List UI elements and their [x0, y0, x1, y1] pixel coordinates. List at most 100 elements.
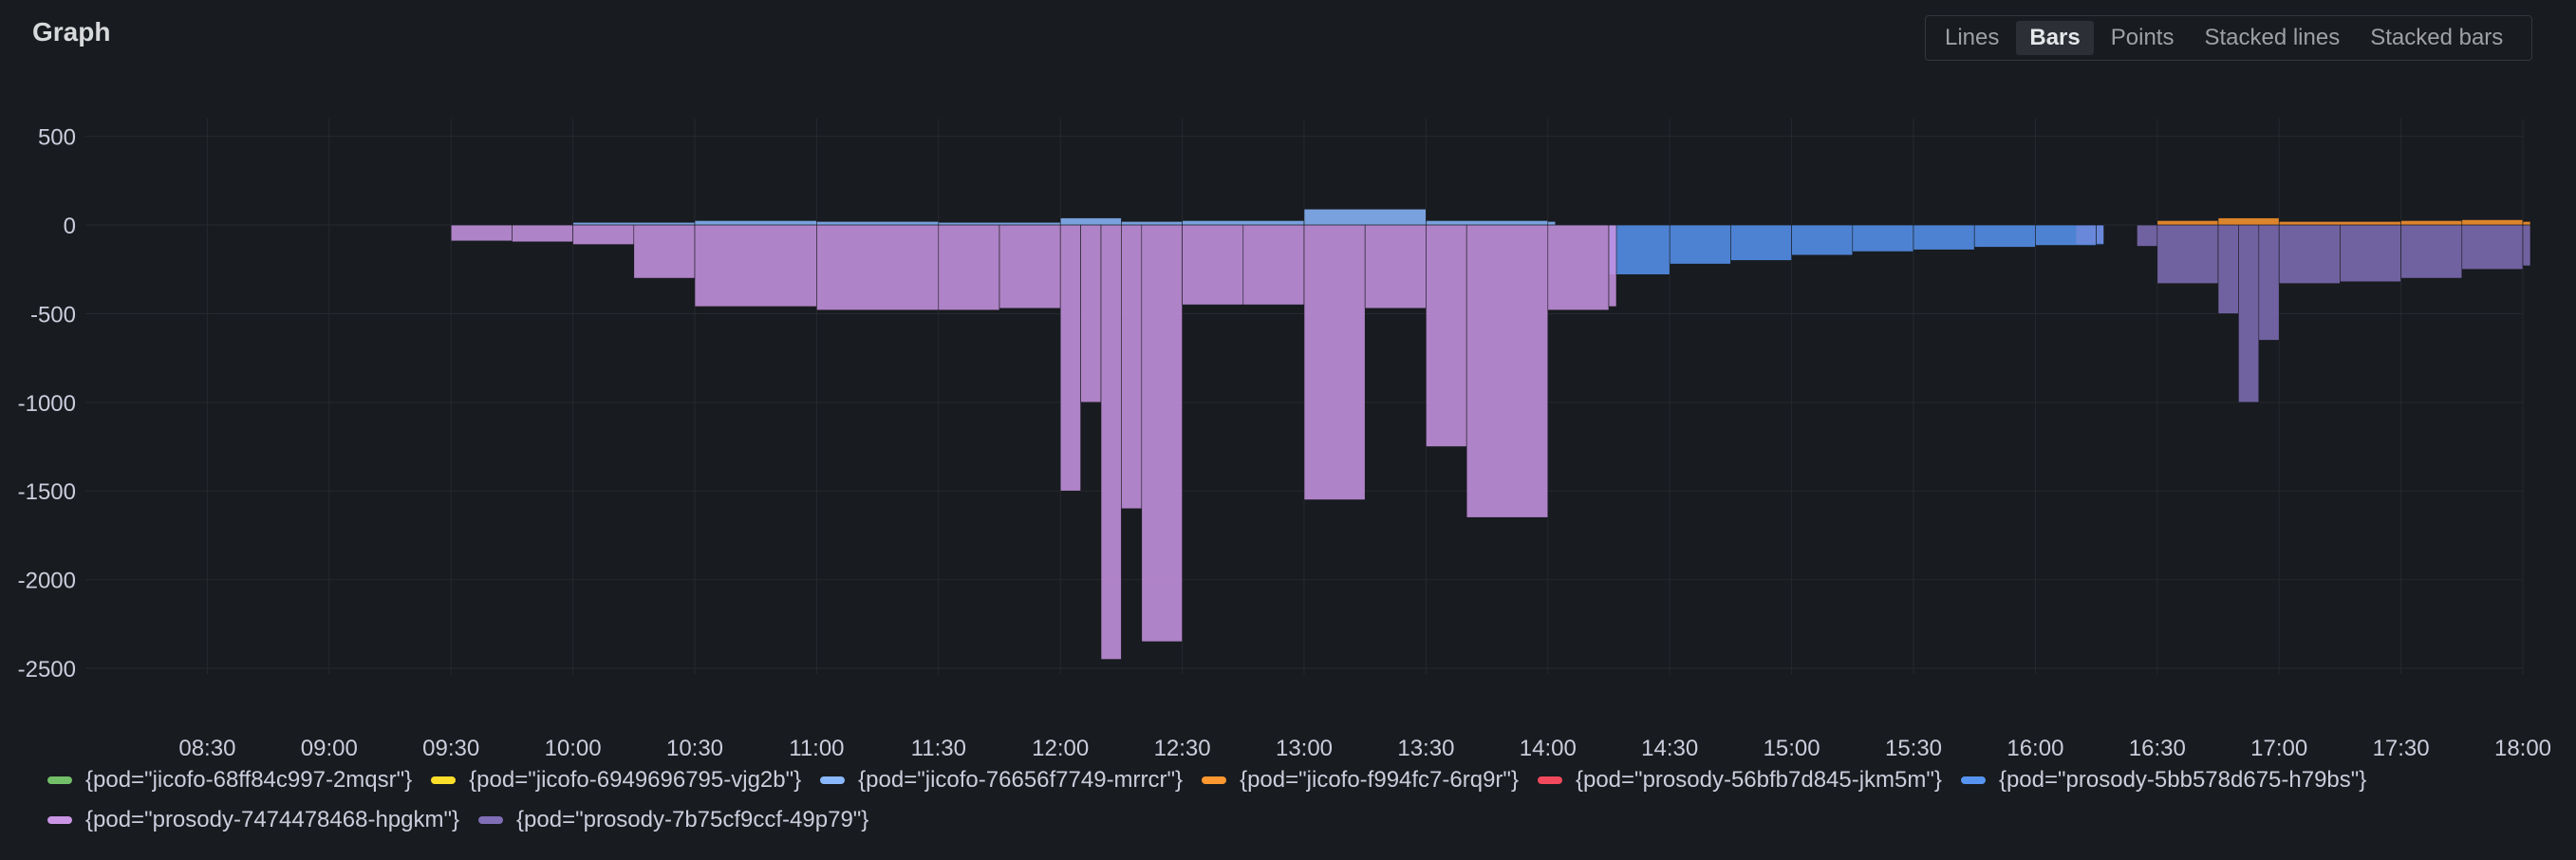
legend-label: {pod="jicofo-6949696795-vjg2b"}: [469, 767, 802, 793]
legend-item[interactable]: {pod="jicofo-76656f7749-mrrcr"}: [820, 767, 1183, 794]
bar: [2217, 217, 2280, 226]
bar: [2217, 224, 2239, 314]
bar: [2400, 224, 2463, 279]
x-tick-label: 14:00: [1520, 736, 1577, 759]
legend-swatch: [1537, 776, 1562, 784]
y-tick-label: 0: [64, 214, 76, 239]
legend-item[interactable]: {pod="prosody-56bfb7d845-jkm5m"}: [1537, 767, 1942, 794]
x-tick-label: 11:00: [789, 736, 844, 759]
x-tick-label: 13:30: [1397, 736, 1454, 759]
bar: [1059, 224, 1081, 492]
y-tick-label: -1000: [18, 391, 76, 417]
legend-label: {pod="jicofo-68ff84c997-2mqsr"}: [85, 767, 413, 793]
bar: [1669, 224, 1731, 265]
x-tick-label: 09:30: [422, 736, 479, 759]
bar: [2238, 224, 2260, 403]
panel-title: Graph: [32, 17, 111, 47]
legend-label: {pod="prosody-5bb578d675-h79bs"}: [1998, 767, 2367, 793]
legend-item[interactable]: {pod="jicofo-f994fc7-6rq9r"}: [1202, 767, 1519, 794]
bar: [816, 221, 940, 226]
bar: [1303, 224, 1366, 500]
legend-label: {pod="jicofo-76656f7749-mrrcr"}: [858, 767, 1184, 793]
x-tick-label: 16:30: [2129, 736, 2186, 759]
x-tick-label: 11:30: [911, 736, 966, 759]
bar: [633, 224, 696, 279]
y-tick-label: -1500: [18, 479, 76, 505]
x-tick-label: 17:00: [2250, 736, 2307, 759]
x-tick-label: 12:30: [1154, 736, 1211, 759]
bar: [1182, 224, 1244, 306]
legend-item[interactable]: {pod="prosody-5bb578d675-h79bs"}: [1960, 767, 2367, 794]
bar: [1242, 224, 1305, 306]
x-tick-label: 15:00: [1764, 736, 1820, 759]
bar: [2400, 220, 2463, 226]
toggle-stacked-lines[interactable]: Stacked lines: [2204, 25, 2341, 50]
legend-item[interactable]: {pod="prosody-7b75cf9ccf-49p79"}: [478, 807, 868, 833]
bar: [2278, 224, 2341, 284]
bar: [1303, 208, 1427, 226]
toggle-stacked-bars[interactable]: Stacked bars: [2370, 25, 2504, 50]
x-tick-label: 16:00: [2007, 736, 2063, 759]
bar: [1465, 224, 1549, 518]
bar: [999, 224, 1061, 309]
bar: [512, 224, 573, 243]
bar: [2258, 224, 2280, 341]
bar: [1791, 224, 1854, 256]
bar: [1059, 217, 1122, 226]
bar: [1426, 220, 1549, 226]
legend: {pod="jicofo-68ff84c997-2mqsr"} {pod="jic…: [47, 767, 2553, 833]
bar: [816, 224, 940, 311]
bar: [938, 224, 1000, 311]
x-tick-label: 13:00: [1276, 736, 1333, 759]
visualization-toggle-group: Lines Bars Points Stacked lines Stacked bars: [1925, 15, 2532, 61]
toggle-lines[interactable]: Lines: [1945, 25, 2000, 50]
toggle-points[interactable]: Points: [2110, 25, 2175, 50]
bar: [1426, 224, 1467, 447]
bar: [2278, 221, 2401, 226]
x-tick-label: 09:00: [301, 736, 358, 759]
bar: [1730, 224, 1792, 261]
legend-swatch: [478, 816, 504, 824]
legend-swatch: [47, 776, 72, 784]
x-tick-label: 12:00: [1032, 736, 1089, 759]
x-tick-label: 14:30: [1641, 736, 1698, 759]
bar: [2137, 224, 2158, 247]
legend-item[interactable]: {pod="jicofo-68ff84c997-2mqsr"}: [47, 767, 412, 794]
legend-swatch: [47, 816, 72, 824]
bar: [1547, 221, 1557, 226]
bar: [2461, 219, 2524, 226]
bar: [1608, 224, 1617, 308]
legend-swatch: [431, 776, 457, 784]
bar: [1852, 224, 1914, 252]
bar: [2096, 224, 2104, 245]
legend-item[interactable]: {pod="prosody-7474478468-hpgkm"}: [47, 807, 459, 833]
x-tick-label: 08:30: [178, 736, 235, 759]
bar: [2156, 220, 2219, 226]
x-tick-label: 10:30: [666, 736, 723, 759]
bar: [2156, 224, 2219, 284]
bar: [2035, 224, 2097, 246]
bar: [2522, 224, 2531, 267]
bar: [1547, 224, 1610, 311]
bar: [694, 224, 817, 308]
legend-swatch: [1960, 776, 1986, 784]
bar: [1182, 220, 1305, 226]
legend-item[interactable]: {pod="jicofo-6949696795-vjg2b"}: [431, 767, 801, 794]
legend-label: {pod="prosody-7474478468-hpgkm"}: [85, 807, 460, 832]
legend-label: {pod="jicofo-f994fc7-6rq9r"}: [1240, 767, 1519, 793]
bar: [1364, 224, 1427, 309]
x-tick-label: 15:30: [1885, 736, 1942, 759]
bar: [938, 221, 1061, 226]
legend-label: {pod="prosody-7b75cf9ccf-49p79"}: [516, 807, 869, 832]
y-tick-label: -2000: [18, 569, 76, 594]
bar: [1080, 224, 1102, 403]
bar: [1913, 224, 1975, 251]
legend-label: {pod="prosody-56bfb7d845-jkm5m"}: [1575, 767, 1942, 793]
toggle-bars[interactable]: Bars: [2016, 21, 2094, 55]
bar: [694, 220, 817, 226]
bar: [2522, 221, 2531, 226]
bar: [572, 221, 696, 226]
bar: [2340, 224, 2401, 283]
x-tick-label: 18:00: [2494, 736, 2551, 759]
